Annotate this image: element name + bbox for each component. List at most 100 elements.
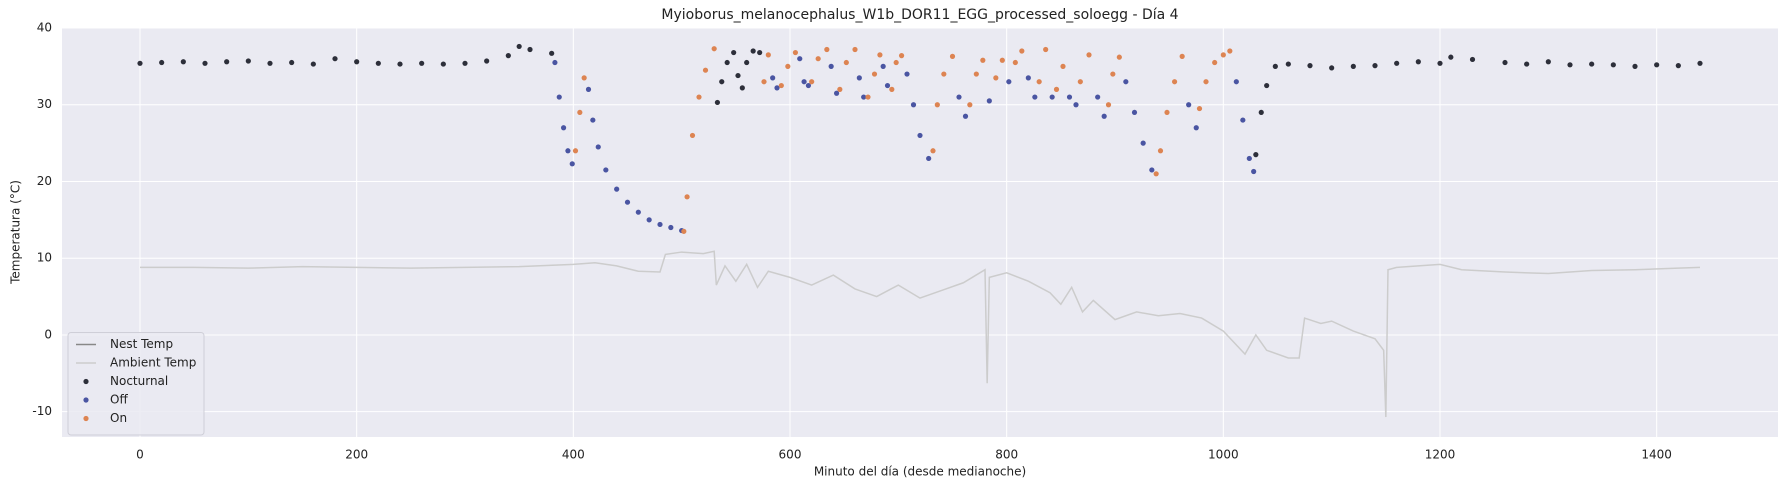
data-point (1610, 62, 1616, 68)
data-point (986, 98, 992, 104)
legend-label: Nocturnal (110, 374, 168, 388)
data-point (1654, 62, 1660, 68)
data-point (1153, 171, 1159, 177)
data-point (668, 224, 674, 231)
data-point (684, 194, 690, 200)
data-point (852, 46, 858, 53)
data-point (590, 117, 596, 123)
data-point (774, 85, 780, 91)
data-point (1073, 102, 1079, 108)
data-point (824, 46, 830, 53)
data-point (681, 228, 687, 234)
data-point (785, 63, 791, 69)
data-point (898, 53, 905, 59)
data-point (893, 59, 899, 66)
x-tick-label: 600 (779, 448, 802, 462)
data-point (1372, 63, 1378, 69)
data-point (828, 63, 834, 69)
data-point (757, 49, 763, 56)
data-point (1394, 60, 1400, 66)
data-point (930, 148, 936, 154)
data-point (224, 59, 230, 65)
data-point (505, 53, 511, 59)
data-point (980, 57, 986, 63)
data-point (1149, 167, 1155, 173)
data-point (1032, 94, 1038, 100)
data-point (1307, 63, 1313, 69)
data-point (1233, 79, 1239, 85)
data-point (1086, 52, 1092, 58)
data-point (556, 94, 562, 100)
y-axis-label: Temperatura (°C) (9, 180, 23, 285)
data-point (1227, 48, 1233, 54)
data-point (375, 60, 381, 66)
ambient-line (140, 250, 1701, 418)
data-point (581, 75, 587, 81)
data-point (714, 99, 721, 106)
data-point (419, 60, 425, 66)
data-point (1193, 125, 1199, 131)
data-point (354, 59, 360, 65)
x-tick-label: 400 (562, 448, 585, 462)
data-point (805, 82, 812, 89)
chart-title: Myioborus_melanocephalus_W1b_DOR11_EGG_p… (661, 7, 1178, 23)
data-point (973, 71, 979, 77)
data-point (792, 49, 799, 56)
data-point (137, 60, 143, 66)
data-point (202, 60, 208, 66)
data-point (1415, 59, 1421, 65)
data-point (1006, 79, 1012, 85)
data-point (332, 56, 338, 62)
data-point (884, 82, 891, 89)
data-point (967, 102, 973, 108)
data-point (1164, 109, 1170, 116)
data-point (761, 79, 767, 85)
data-point (880, 63, 886, 69)
y-tick-label: 20 (37, 174, 52, 188)
data-point (735, 72, 741, 79)
data-point (1036, 79, 1042, 85)
data-point (1589, 61, 1595, 67)
data-point (1675, 63, 1681, 69)
data-point (1060, 63, 1066, 69)
data-point (744, 59, 750, 66)
data-point (1025, 75, 1031, 81)
data-point (245, 58, 251, 64)
x-tick-label: 0 (136, 448, 144, 462)
data-point (1123, 79, 1129, 85)
data-point (856, 75, 862, 81)
data-point (1246, 155, 1252, 162)
data-point (724, 59, 730, 66)
data-point (635, 209, 641, 215)
data-point (1101, 113, 1107, 119)
data-point (614, 186, 620, 192)
data-point (1116, 54, 1122, 60)
data-point (1567, 62, 1573, 68)
data-point (833, 90, 840, 96)
legend-box (67, 332, 205, 436)
data-point (267, 60, 273, 66)
data-point (750, 48, 756, 54)
data-point (516, 43, 522, 50)
y-tick-label: -10 (32, 404, 52, 418)
data-point (941, 71, 947, 77)
data-point (565, 148, 571, 154)
data-point (1066, 94, 1073, 100)
data-point (689, 132, 696, 139)
legend-label: Ambient Temp (110, 356, 196, 370)
data-point (577, 109, 583, 116)
data-point (1140, 140, 1146, 146)
data-point (657, 221, 663, 228)
data-point (731, 49, 737, 56)
data-point (865, 94, 871, 100)
data-point (310, 61, 316, 67)
data-point (595, 144, 601, 150)
data-point (159, 59, 165, 66)
data-point (549, 50, 555, 56)
data-point (1448, 54, 1454, 60)
data-point (527, 46, 533, 53)
data-point (1272, 63, 1278, 69)
data-point (1502, 59, 1508, 66)
data-point (1240, 117, 1246, 123)
data-point (1053, 86, 1060, 92)
